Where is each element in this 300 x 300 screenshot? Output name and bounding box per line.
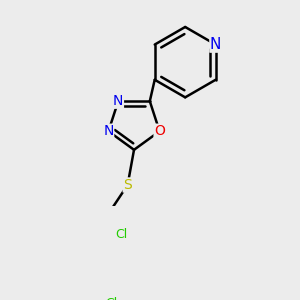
Text: O: O	[154, 124, 165, 138]
Text: Cl: Cl	[115, 228, 128, 241]
Text: N: N	[210, 37, 221, 52]
Text: N: N	[113, 94, 123, 108]
Text: Cl: Cl	[106, 297, 118, 300]
Text: N: N	[103, 124, 114, 138]
Text: S: S	[123, 178, 132, 192]
